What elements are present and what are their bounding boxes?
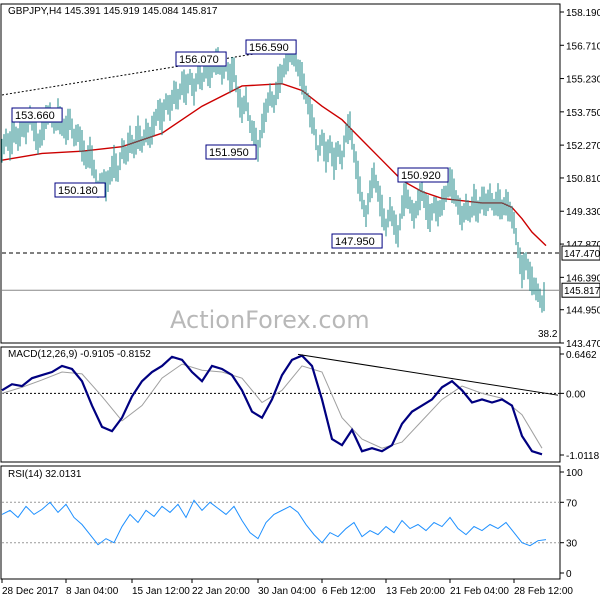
annotation-label: 150.920 <box>401 170 441 182</box>
macd-trendline <box>297 353 559 396</box>
rsi-title: RSI(14) 32.0131 <box>8 469 82 480</box>
macd-title: MACD(12,26,9) -0.9105 -0.8152 <box>8 349 151 360</box>
macd-line <box>1 354 543 456</box>
x-tick-label: 28 Dec 2017 <box>2 586 59 597</box>
x-tick-label: 8 Jan 04:00 <box>66 586 119 597</box>
annotation-label: 156.590 <box>249 42 289 54</box>
rsi-y-tick-label: 100 <box>566 468 583 479</box>
x-tick-label: 6 Feb 12:00 <box>322 586 376 597</box>
corner-label: 38.2 <box>538 329 558 340</box>
rsi-y-tick-label: 30 <box>566 539 578 550</box>
rsi-line <box>1 499 547 547</box>
rsi-y-tick-label: 70 <box>566 498 578 509</box>
annotation-label: 147.950 <box>335 236 375 248</box>
main-y-tick-label: 156.710 <box>566 41 600 52</box>
x-tick-label: 21 Feb 04:00 <box>450 586 509 597</box>
annotation-label: 153.660 <box>15 110 55 122</box>
current-price-box <box>561 282 600 298</box>
x-tick-label: 28 Feb 12:00 <box>514 586 573 597</box>
x-tick-label: 22 Jan 20:00 <box>192 586 250 597</box>
macd-y-tick-label: -1.0118 <box>566 451 600 462</box>
annotation-box <box>245 39 297 55</box>
current-price-label: 145.817 <box>564 286 600 297</box>
moving-average-line <box>1 83 547 247</box>
rsi-panel-frame <box>0 465 561 580</box>
main-title: GBPJPY,H4 145.391 145.919 145.084 145.81… <box>8 6 218 17</box>
annotation-box <box>54 182 106 198</box>
annotation-box <box>205 144 257 160</box>
x-tick-label: 30 Jan 04:00 <box>258 586 316 597</box>
annotation-box <box>397 167 449 183</box>
macd-panel-frame <box>0 346 561 463</box>
annotation-box <box>331 233 383 249</box>
annotation-label: 156.070 <box>179 54 219 66</box>
rsi-y-tick-label: 0 <box>566 569 572 580</box>
main-y-tick-label: 152.270 <box>566 141 600 152</box>
main-y-tick-label: 146.390 <box>566 273 600 284</box>
main-y-tick-label: 143.470 <box>566 339 600 350</box>
x-tick-label: 13 Feb 20:00 <box>386 586 445 597</box>
annotation-box <box>11 107 63 123</box>
level-label: 147.470 <box>564 249 600 260</box>
main-y-tick-label: 150.810 <box>566 174 600 185</box>
main-y-tick-label: 144.950 <box>566 306 600 317</box>
main-y-tick-label: 158.190 <box>566 8 600 19</box>
main-y-tick-label: 155.230 <box>566 75 600 86</box>
annotation-box <box>175 51 227 67</box>
macd-signal-line <box>1 363 543 449</box>
macd-y-tick-label: 0.6462 <box>566 350 597 361</box>
main-y-tick-label: 153.750 <box>566 108 600 119</box>
dotted-trendline <box>1 47 293 96</box>
level-label-box <box>561 245 600 261</box>
main-y-tick-label: 149.330 <box>566 207 600 218</box>
x-tick-label: 15 Jan 12:00 <box>132 586 190 597</box>
main-panel-frame <box>0 3 561 344</box>
annotation-label: 151.950 <box>209 147 249 159</box>
annotation-label: 150.180 <box>58 185 98 197</box>
macd-y-tick-label: 0.00 <box>566 389 586 400</box>
watermark: ActionForex.com <box>170 306 370 334</box>
